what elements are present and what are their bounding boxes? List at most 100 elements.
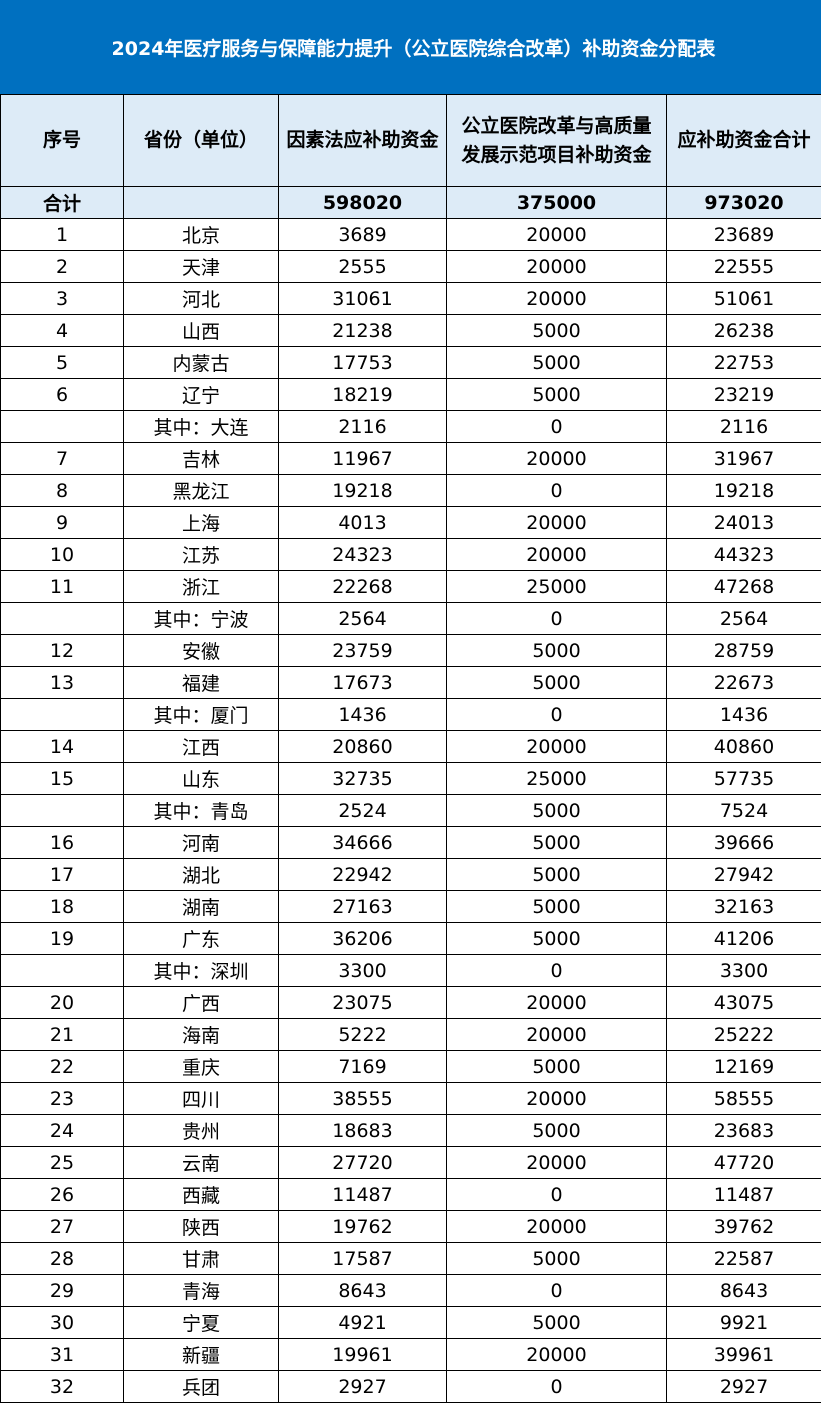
cell-factor-funds: 5222 (278, 1018, 447, 1051)
cell-index: 16 (0, 826, 124, 859)
cell-reform-funds: 20000 (446, 218, 667, 251)
cell-index (0, 410, 124, 443)
table-row: 19 广东 36206 5000 41206 (0, 922, 821, 955)
cell-province: 海南 (123, 1018, 279, 1051)
cell-total: 47720 (666, 1146, 821, 1179)
table-row: 4 山西 21238 5000 26238 (0, 314, 821, 347)
cell-factor-funds: 2555 (278, 250, 447, 283)
cell-index (0, 954, 124, 987)
cell-reform-funds: 20000 (446, 1018, 667, 1051)
table-row: 32 兵团 2927 0 2927 (0, 1370, 821, 1403)
cell-index: 18 (0, 890, 124, 923)
cell-reform-funds: 0 (446, 1274, 667, 1307)
table-row: 其中：深圳 3300 0 3300 (0, 954, 821, 987)
cell-total: 32163 (666, 890, 821, 923)
cell-total: 1436 (666, 698, 821, 731)
table-row: 14 江西 20860 20000 40860 (0, 730, 821, 763)
cell-province: 上海 (123, 506, 279, 539)
header-row: 序号 省份（单位） 因素法应补助资金 公立医院改革与高质量发展示范项目补助资金 … (0, 94, 821, 187)
cell-index: 7 (0, 442, 124, 475)
cell-index: 1 (0, 218, 124, 251)
cell-reform-funds: 5000 (446, 922, 667, 955)
cell-reform-funds: 20000 (446, 730, 667, 763)
cell-reform-funds: 20000 (446, 250, 667, 283)
cell-index: 22 (0, 1050, 124, 1083)
table-row: 7 吉林 11967 20000 31967 (0, 442, 821, 475)
cell-province: 黑龙江 (123, 474, 279, 507)
table-row: 其中：厦门 1436 0 1436 (0, 698, 821, 731)
total-sum: 973020 (666, 186, 821, 219)
total-label: 合计 (0, 186, 124, 219)
cell-index: 13 (0, 666, 124, 699)
cell-index: 11 (0, 570, 124, 603)
cell-total: 2927 (666, 1370, 821, 1403)
cell-total: 19218 (666, 474, 821, 507)
cell-factor-funds: 2524 (278, 794, 447, 827)
cell-factor-funds: 3689 (278, 218, 447, 251)
table-row: 5 内蒙古 17753 5000 22753 (0, 346, 821, 379)
cell-factor-funds: 32735 (278, 762, 447, 795)
cell-province: 青海 (123, 1274, 279, 1307)
cell-reform-funds: 5000 (446, 1306, 667, 1339)
cell-factor-funds: 22942 (278, 858, 447, 891)
cell-total: 23689 (666, 218, 821, 251)
cell-factor-funds: 2116 (278, 410, 447, 443)
cell-index: 31 (0, 1338, 124, 1371)
cell-total: 23683 (666, 1114, 821, 1147)
cell-province: 山东 (123, 762, 279, 795)
cell-index: 30 (0, 1306, 124, 1339)
cell-index: 24 (0, 1114, 124, 1147)
cell-total: 3300 (666, 954, 821, 987)
cell-total: 22753 (666, 346, 821, 379)
cell-total: 26238 (666, 314, 821, 347)
cell-reform-funds: 5000 (446, 346, 667, 379)
cell-index: 23 (0, 1082, 124, 1115)
cell-province: 广东 (123, 922, 279, 955)
table-row: 23 四川 38555 20000 58555 (0, 1082, 821, 1115)
cell-factor-funds: 18219 (278, 378, 447, 411)
cell-reform-funds: 5000 (446, 314, 667, 347)
table-row: 6 辽宁 18219 5000 23219 (0, 378, 821, 411)
cell-index (0, 794, 124, 827)
cell-factor-funds: 17753 (278, 346, 447, 379)
cell-index: 8 (0, 474, 124, 507)
cell-factor-funds: 2564 (278, 602, 447, 635)
cell-factor-funds: 22268 (278, 570, 447, 603)
table-row: 其中：大连 2116 0 2116 (0, 410, 821, 443)
table-row: 31 新疆 19961 20000 39961 (0, 1338, 821, 1371)
cell-reform-funds: 5000 (446, 1242, 667, 1275)
table-row: 20 广西 23075 20000 43075 (0, 986, 821, 1019)
cell-total: 57735 (666, 762, 821, 795)
cell-factor-funds: 27163 (278, 890, 447, 923)
cell-total: 12169 (666, 1050, 821, 1083)
cell-factor-funds: 19762 (278, 1210, 447, 1243)
cell-index (0, 698, 124, 731)
cell-reform-funds: 20000 (446, 538, 667, 571)
cell-province: 安徽 (123, 634, 279, 667)
cell-total: 40860 (666, 730, 821, 763)
table-row: 28 甘肃 17587 5000 22587 (0, 1242, 821, 1275)
cell-total: 58555 (666, 1082, 821, 1115)
cell-factor-funds: 38555 (278, 1082, 447, 1115)
table-row: 9 上海 4013 20000 24013 (0, 506, 821, 539)
cell-factor-funds: 11487 (278, 1178, 447, 1211)
cell-reform-funds: 5000 (446, 826, 667, 859)
cell-total: 24013 (666, 506, 821, 539)
cell-province: 河南 (123, 826, 279, 859)
cell-province: 福建 (123, 666, 279, 699)
table-row: 11 浙江 22268 25000 47268 (0, 570, 821, 603)
cell-reform-funds: 20000 (446, 1210, 667, 1243)
table-row: 16 河南 34666 5000 39666 (0, 826, 821, 859)
cell-province: 北京 (123, 218, 279, 251)
total-province (123, 186, 279, 219)
cell-total: 44323 (666, 538, 821, 571)
table-row: 18 湖南 27163 5000 32163 (0, 890, 821, 923)
cell-total: 23219 (666, 378, 821, 411)
cell-total: 51061 (666, 282, 821, 315)
table-row: 3 河北 31061 20000 51061 (0, 282, 821, 315)
cell-reform-funds: 5000 (446, 858, 667, 891)
cell-total: 22587 (666, 1242, 821, 1275)
allocation-table: 序号 省份（单位） 因素法应补助资金 公立医院改革与高质量发展示范项目补助资金 … (0, 94, 821, 1403)
table-row: 26 西藏 11487 0 11487 (0, 1178, 821, 1211)
header-province: 省份（单位） (123, 94, 279, 187)
